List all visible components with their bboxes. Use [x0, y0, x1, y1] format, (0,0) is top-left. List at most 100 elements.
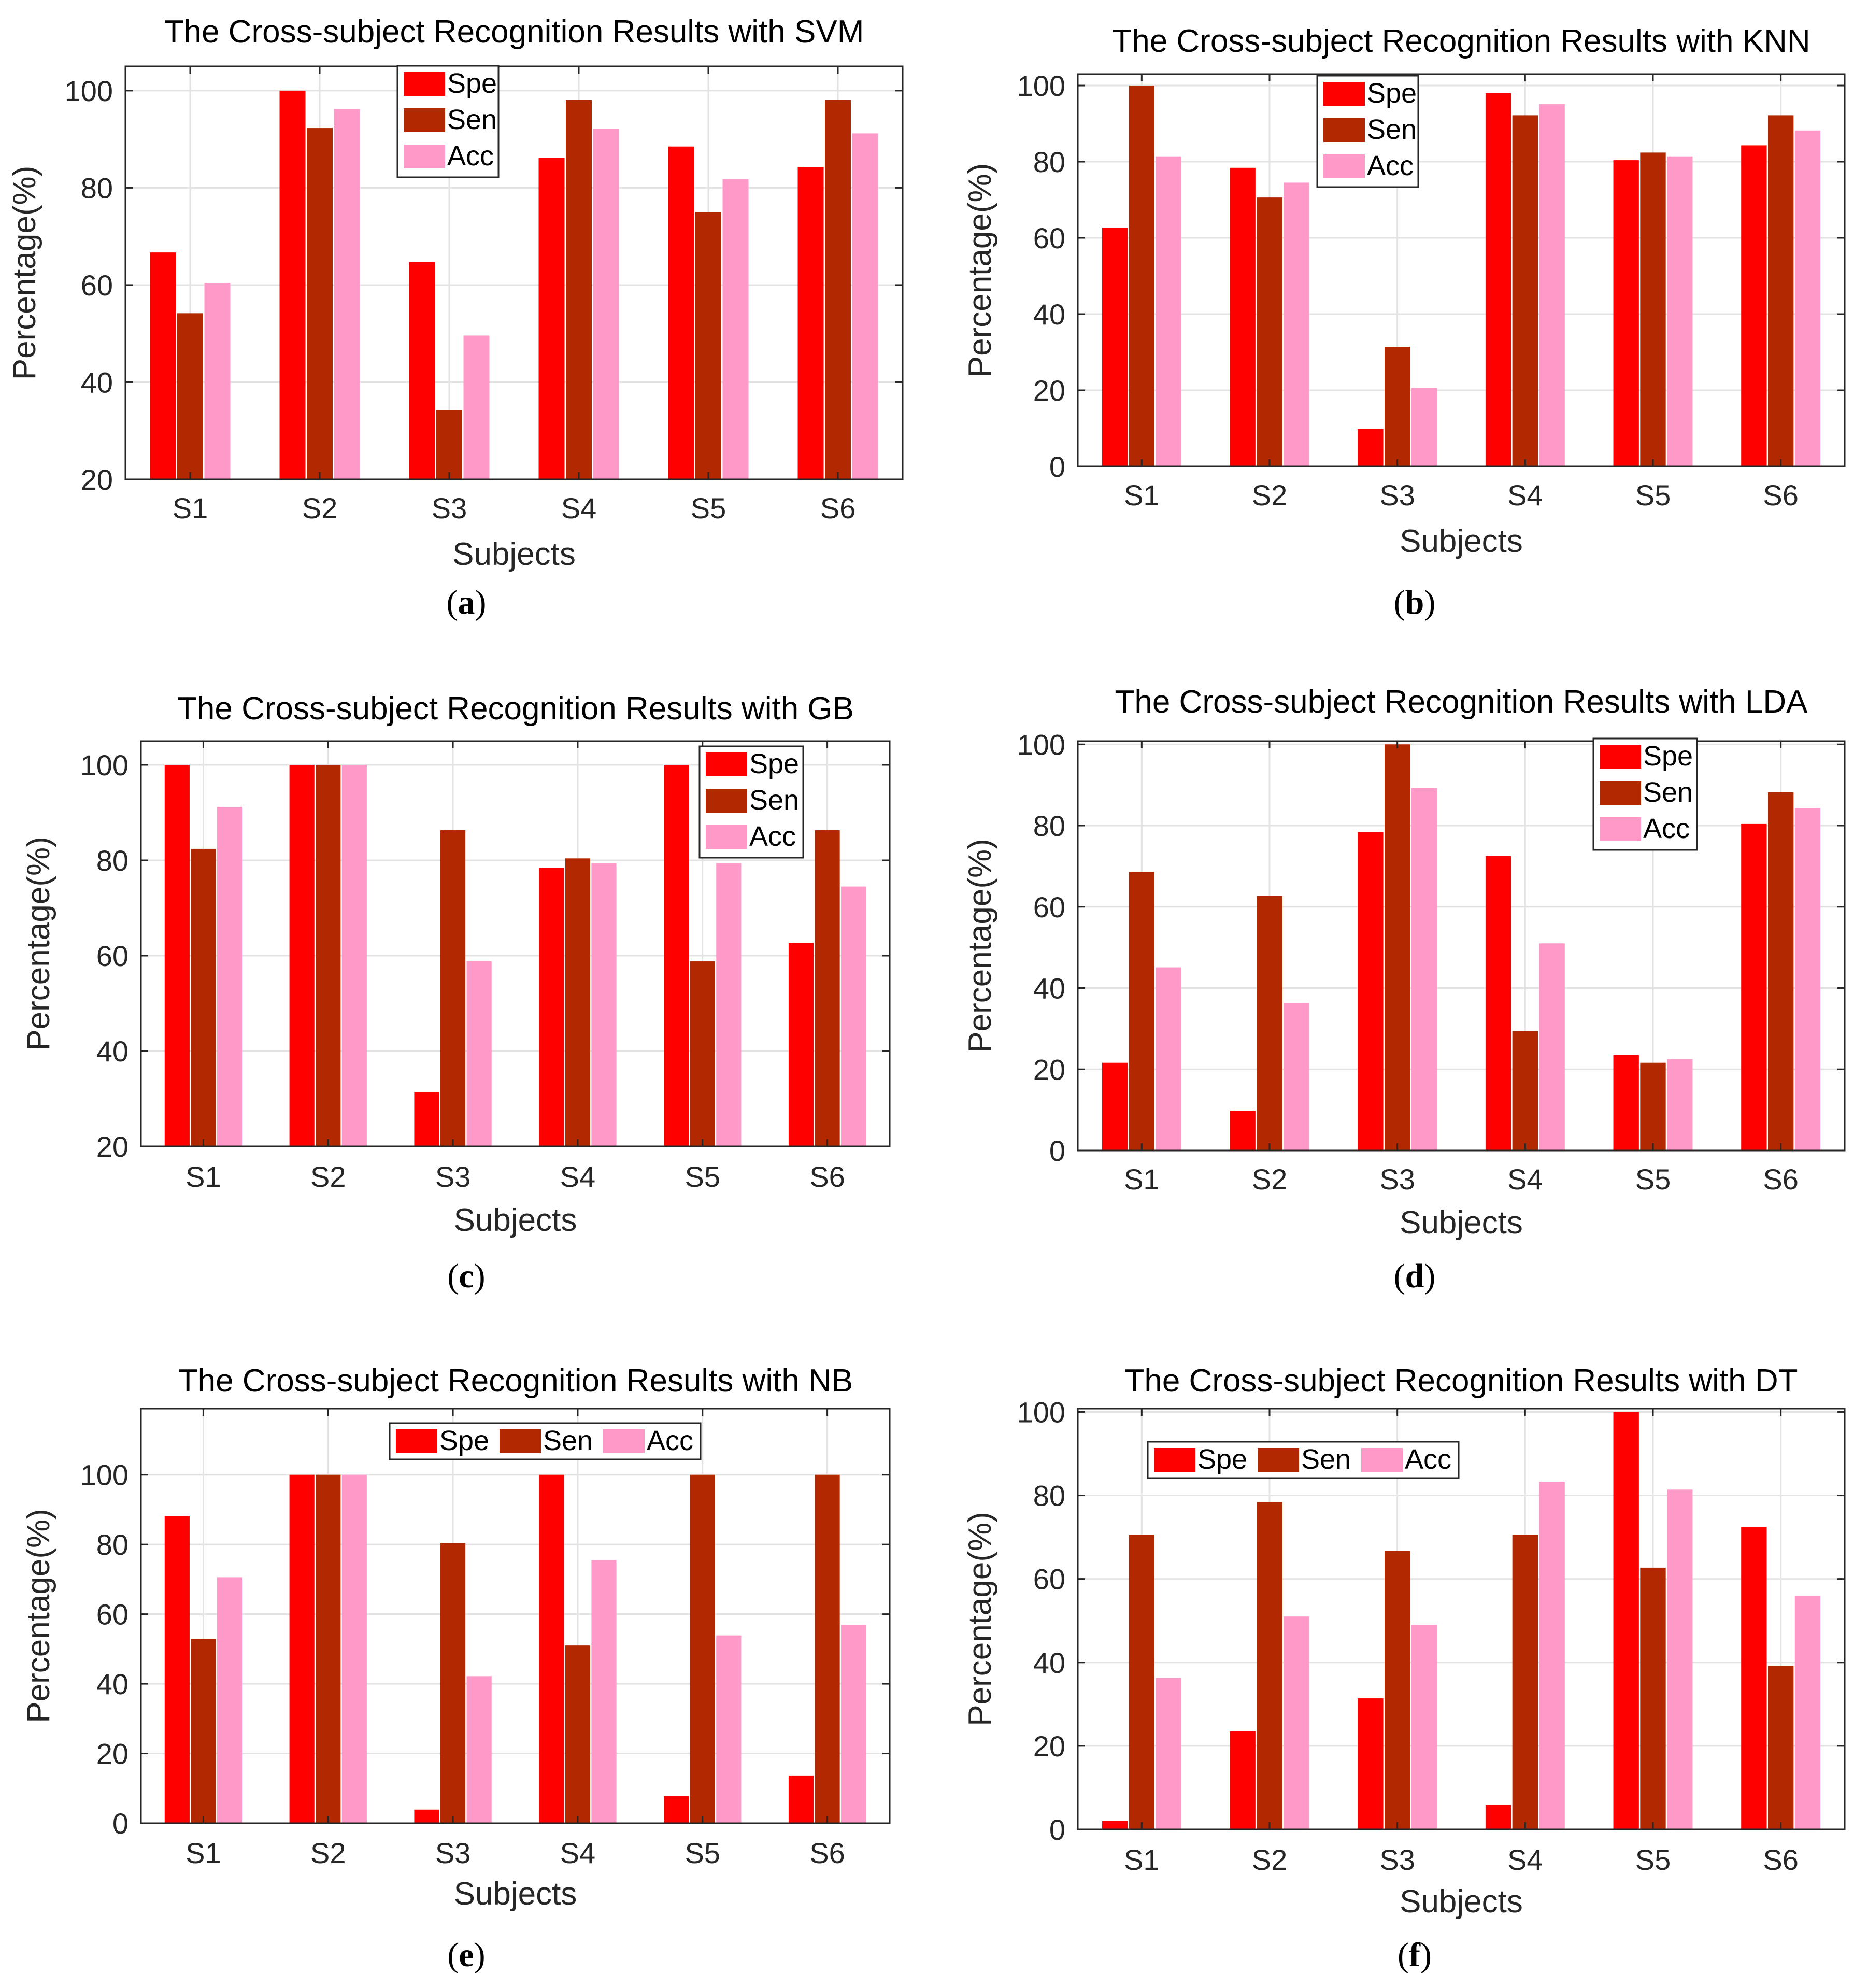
- y-tick-label: 20: [81, 463, 113, 496]
- y-tick-label: 20: [96, 1130, 129, 1163]
- y-axis-label: Percentage(%): [962, 839, 998, 1053]
- x-tick-label: S1: [1124, 1163, 1160, 1196]
- y-tick-label: 80: [1033, 810, 1065, 842]
- bar-acc-s2: [1284, 1003, 1309, 1151]
- x-tick-label: S2: [1252, 1843, 1288, 1876]
- legend-swatch-sen: [1258, 1448, 1299, 1472]
- plot-area: [1078, 74, 1845, 466]
- y-axis-label: Percentage(%): [7, 166, 42, 380]
- legend-label-sen: Sen: [1367, 114, 1417, 145]
- y-tick-label: 40: [1033, 1646, 1065, 1679]
- x-tick-label: S1: [1124, 1843, 1160, 1876]
- bar-spe-s4: [539, 868, 564, 1146]
- x-tick-label: S5: [691, 492, 726, 524]
- caption-f: (f): [1398, 1936, 1432, 1974]
- legend-label-spe: Spe: [1197, 1444, 1247, 1475]
- x-axis-label: Subjects: [1400, 1884, 1523, 1920]
- bar-spe-s2: [1230, 167, 1256, 466]
- x-tick-label: S4: [1507, 479, 1543, 512]
- legend-label-sen: Sen: [543, 1425, 593, 1456]
- bar-acc-s2: [341, 1474, 367, 1823]
- bar-sen-s2: [1257, 1502, 1282, 1829]
- bar-acc-s6: [1794, 808, 1821, 1151]
- bar-spe-s4: [1485, 1805, 1511, 1829]
- chart-svg-a: 20 40 60 80 100 S1 S2 S3 S4 S5 S6 The Cross-subject…: [7, 14, 904, 572]
- bar-spe-s5: [668, 146, 694, 479]
- bar-spe-s5: [664, 1796, 689, 1823]
- x-tick-label: S3: [432, 492, 467, 524]
- chart-title: The Cross-subject Recognition Results wi…: [1112, 23, 1810, 59]
- caption-c: (c): [447, 1257, 486, 1295]
- y-axis-label: Percentage(%): [21, 836, 56, 1051]
- y-tick-label: 60: [96, 940, 129, 972]
- legend-swatch-spe: [1154, 1448, 1195, 1472]
- bar-acc-s1: [217, 1577, 243, 1823]
- bar-acc-s1: [217, 806, 243, 1146]
- y-tick-label: 40: [96, 1668, 129, 1700]
- chart-title: The Cross-subject Recognition Results wi…: [164, 14, 864, 50]
- legend-swatch-sen: [404, 108, 445, 132]
- x-tick-label: S1: [186, 1160, 221, 1193]
- x-tick-label: S4: [1507, 1163, 1543, 1196]
- bar-spe-s1: [1102, 1062, 1128, 1151]
- bar-acc-s1: [1156, 1678, 1181, 1829]
- bar-acc-s4: [1539, 1481, 1565, 1829]
- bar-acc-s1: [1156, 156, 1181, 466]
- x-tick-label: S2: [1252, 1163, 1288, 1196]
- x-axis-label: Subjects: [452, 536, 576, 572]
- x-tick-label: S5: [685, 1160, 721, 1193]
- x-tick-label: S3: [1379, 1843, 1415, 1876]
- legend-label-spe: Spe: [1643, 741, 1693, 772]
- legend-label-sen: Sen: [1301, 1444, 1351, 1475]
- y-axis-label: Percentage(%): [962, 1512, 998, 1726]
- legend-swatch-sen: [1323, 118, 1365, 142]
- bar-acc-s2: [1284, 1616, 1309, 1829]
- axes-box: [1077, 740, 1846, 1152]
- y-tick-label: 0: [112, 1807, 129, 1840]
- bar-spe-s4: [539, 1474, 564, 1823]
- bar-acc-s5: [716, 1635, 742, 1823]
- bar-spe-s3: [1358, 832, 1384, 1151]
- legend-box: [1147, 1441, 1460, 1479]
- bar-sen-s1: [177, 313, 203, 479]
- y-tick-label: 60: [1033, 1563, 1065, 1596]
- bar-spe-s1: [1102, 1821, 1128, 1829]
- bar-spe-s3: [1358, 429, 1384, 466]
- legend-swatch-spe: [404, 72, 445, 96]
- x-tick-label: S3: [435, 1837, 471, 1869]
- axes-box: [140, 740, 891, 1147]
- axes-box: [124, 65, 904, 480]
- bar-sen-s4: [566, 100, 592, 480]
- bar-sen-s6: [1768, 792, 1794, 1151]
- bar-sen-s2: [316, 765, 341, 1146]
- legend-swatch-spe: [1600, 745, 1641, 769]
- bar-sen-s5: [690, 1474, 715, 1823]
- x-tick-label: S2: [1252, 479, 1288, 512]
- bar-spe-s2: [279, 90, 306, 480]
- y-tick-label: 80: [96, 1528, 129, 1561]
- y-tick-label: 60: [96, 1598, 129, 1631]
- legend-label-spe: Spe: [439, 1425, 489, 1456]
- bar-sen-s6: [1768, 1666, 1794, 1829]
- bar-sen-s3: [1385, 1551, 1410, 1829]
- x-tick-label: S6: [820, 492, 856, 524]
- y-tick-label: 80: [1033, 1480, 1065, 1512]
- chart-title: The Cross-subject Recognition Results wi…: [1124, 1363, 1798, 1399]
- bar-acc-s5: [1667, 156, 1693, 466]
- bar-acc-s1: [204, 283, 231, 479]
- bar-spe-s6: [788, 1775, 814, 1823]
- bar-sen-s3: [436, 410, 462, 479]
- y-tick-label: 100: [80, 749, 129, 782]
- legend-swatch-sen: [706, 789, 747, 813]
- y-tick-label: 20: [1033, 374, 1065, 407]
- bar-sen-s4: [1512, 1535, 1538, 1829]
- bar-acc-s4: [1539, 943, 1565, 1151]
- y-tick-label: 0: [1049, 450, 1065, 483]
- bar-spe-s4: [538, 158, 565, 479]
- bar-acc-s4: [1539, 104, 1565, 467]
- legend-label-acc: Acc: [447, 140, 494, 172]
- legend-swatch-acc: [1323, 154, 1365, 178]
- bar-spe-s3: [414, 1092, 439, 1146]
- bar-spe-s5: [1613, 160, 1639, 467]
- bar-spe-s2: [1230, 1731, 1256, 1829]
